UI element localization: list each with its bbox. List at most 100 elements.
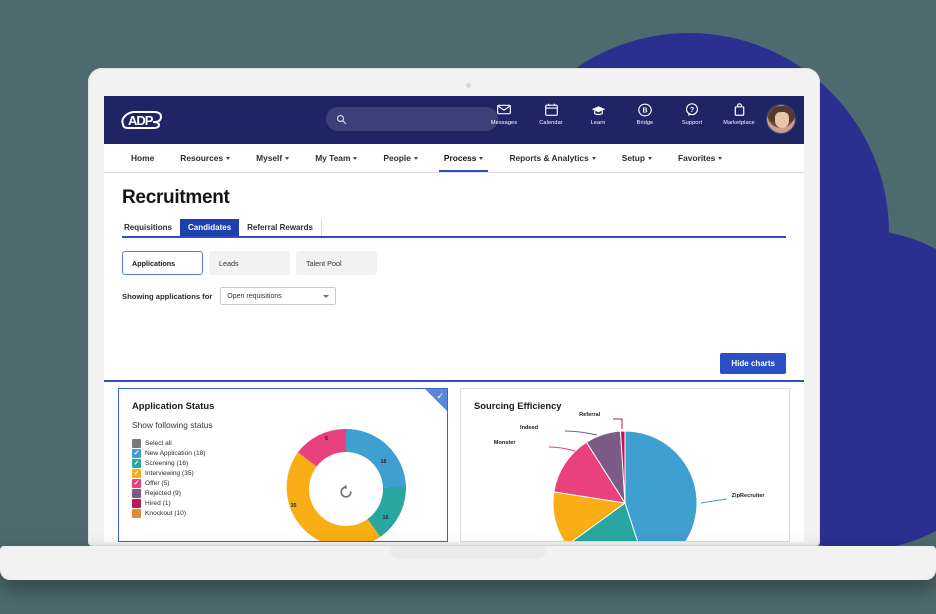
nav-item-process[interactable]: Process: [431, 144, 497, 172]
legend-label: Offer (5): [145, 480, 170, 487]
requisition-filter-value: Open requisitions: [227, 292, 282, 300]
chevron-down-icon: [353, 156, 358, 160]
svg-text:B: B: [642, 107, 647, 114]
main-navigation: Home Resources Myself My Team People Pro…: [104, 144, 804, 173]
legend-label: Rejected (9): [145, 490, 181, 497]
legend-item-rejected[interactable]: Rejected (9): [132, 489, 244, 498]
header-icon-bridge[interactable]: B Bridge: [626, 101, 664, 126]
header-icon-label: Messages: [490, 120, 518, 126]
nav-item-home[interactable]: Home: [118, 144, 167, 172]
pie-label-indeed: Indeed: [520, 424, 539, 431]
pie-leader-referral: [613, 418, 623, 429]
search-icon: [336, 114, 347, 124]
card-title-sourcing-efficiency: Sourcing Efficiency: [474, 400, 562, 411]
legend-list: Select all ✓ New Application (18) ✓ Scre…: [132, 439, 244, 518]
svg-text:?: ?: [690, 106, 694, 113]
nav-item-myself[interactable]: Myself: [243, 144, 302, 172]
legend-swatch-checkbox[interactable]: ✓: [132, 469, 141, 478]
legend-swatch-checkbox[interactable]: [132, 489, 141, 498]
chevron-down-icon: [479, 156, 484, 160]
chevron-down-icon: [648, 156, 653, 160]
nav-item-people[interactable]: People: [370, 144, 430, 172]
legend-label: Knockout (10): [145, 510, 187, 517]
legend-swatch-checkbox[interactable]: ✓: [132, 449, 141, 458]
nav-item-resources[interactable]: Resources: [167, 144, 243, 172]
bridge-icon: B: [638, 101, 652, 118]
donut-slice-label-offer: 5: [325, 436, 328, 442]
header-icon-learn[interactable]: Learn: [579, 101, 617, 126]
selected-corner-badge: [425, 389, 447, 411]
legend-item-offer[interactable]: ✓ Offer (5): [132, 479, 244, 488]
card-sourcing-efficiency[interactable]: Sourcing Efficiency: [460, 388, 790, 542]
requisition-filter-select[interactable]: Open requisitions: [220, 287, 337, 305]
pie-leader-indeed: [564, 430, 598, 436]
chevron-down-icon: [285, 156, 290, 160]
nav-item-label: My Team: [315, 153, 351, 163]
nav-item-label: Resources: [180, 153, 224, 163]
reset-icon[interactable]: [338, 484, 354, 500]
legend-item-hired[interactable]: Hired (1): [132, 499, 244, 508]
header-icon-calendar[interactable]: Calendar: [532, 101, 570, 126]
app-header: ADP Messages: [104, 96, 804, 144]
legend-item-interviewing[interactable]: ✓ Interviewing (35): [132, 469, 244, 478]
legend-heading: Show following status: [132, 420, 213, 430]
header-icon-messages[interactable]: Messages: [485, 101, 523, 126]
avatar-face: [775, 112, 789, 128]
legend-item-screening[interactable]: ✓ Screening (16): [132, 459, 244, 468]
shopping-bag-icon: [734, 101, 745, 118]
pie-chart-sourcing-efficiency[interactable]: [461, 411, 789, 542]
card-title-application-status: Application Status: [132, 400, 215, 411]
header-icon-marketplace[interactable]: Marketplace: [720, 101, 758, 126]
nav-item-label: Home: [131, 153, 155, 163]
check-icon: ✓: [133, 460, 140, 467]
legend-swatch-checkbox[interactable]: ✓: [132, 479, 141, 488]
legend-label: Interviewing (35): [145, 470, 194, 477]
segment-talent-pool[interactable]: Talent Pool: [296, 251, 377, 275]
chevron-down-icon: [226, 156, 231, 160]
segment-leads[interactable]: Leads: [209, 251, 290, 275]
donut-chart-application-status[interactable]: 18 16 35 5: [279, 422, 413, 541]
nav-item-reports-analytics[interactable]: Reports & Analytics: [496, 144, 608, 172]
legend-item-select-all[interactable]: Select all: [132, 439, 244, 448]
legend-swatch-checkbox[interactable]: ✓: [132, 459, 141, 468]
legend-label: Hired (1): [145, 500, 171, 507]
page-tabs: Requisitions Candidates Referral Rewards: [122, 219, 786, 238]
nav-item-setup[interactable]: Setup: [609, 144, 665, 172]
pie-chart-wrap: ZipRecruiter CareerBuilder Career Center…: [461, 411, 789, 542]
adp-logo-icon[interactable]: ADP: [118, 109, 166, 131]
donut-hole: [308, 452, 383, 526]
header-icon-label: Support: [681, 120, 703, 126]
check-icon: ✓: [436, 391, 444, 401]
segment-applications[interactable]: Applications: [122, 251, 203, 275]
donut-slice-label-screening: 16: [382, 515, 389, 521]
pie-label-career-center: Career Center: [471, 541, 508, 542]
nav-item-label: Process: [443, 153, 477, 163]
laptop-base-notch: [390, 546, 546, 559]
nav-item-label: Setup: [621, 153, 646, 163]
header-icon-support[interactable]: ? Support: [673, 101, 711, 126]
tab-requisitions[interactable]: Requisitions: [124, 223, 173, 232]
nav-item-my-team[interactable]: My Team: [302, 144, 370, 172]
application-status-body: Show following status Select all ✓ New A…: [119, 411, 447, 541]
header-icon-group: Messages Calendar Learn B: [485, 101, 758, 126]
segment-filter-group: Applications Leads Talent Pool: [122, 251, 786, 275]
svg-text:ADP: ADP: [128, 113, 154, 128]
legend-swatch-checkbox[interactable]: [132, 509, 141, 518]
nav-item-favorites[interactable]: Favorites: [665, 144, 735, 172]
legend-swatch-checkbox[interactable]: [132, 499, 141, 508]
status-legend: Show following status Select all ✓ New A…: [132, 420, 244, 541]
legend-item-new-application[interactable]: ✓ New Application (18): [132, 449, 244, 458]
card-application-status[interactable]: ✓ Application Status Show following stat…: [118, 388, 448, 542]
avatar[interactable]: [766, 104, 796, 134]
legend-label: New Application (18): [145, 450, 206, 457]
tab-referral-rewards[interactable]: Referral Rewards: [239, 219, 322, 236]
legend-item-knockout[interactable]: Knockout (10): [132, 509, 244, 518]
hide-charts-button[interactable]: Hide charts: [720, 353, 786, 374]
showing-applications-row: Showing applications for Open requisitio…: [122, 287, 786, 305]
pie-label-ziprecruiter: ZipRecruiter: [731, 492, 765, 499]
donut-slice-label-interviewing: 35: [290, 503, 297, 509]
search-input[interactable]: [326, 107, 498, 131]
page-body: Recruitment Requisitions Candidates Refe…: [104, 173, 804, 542]
tab-candidates[interactable]: Candidates: [180, 219, 240, 236]
